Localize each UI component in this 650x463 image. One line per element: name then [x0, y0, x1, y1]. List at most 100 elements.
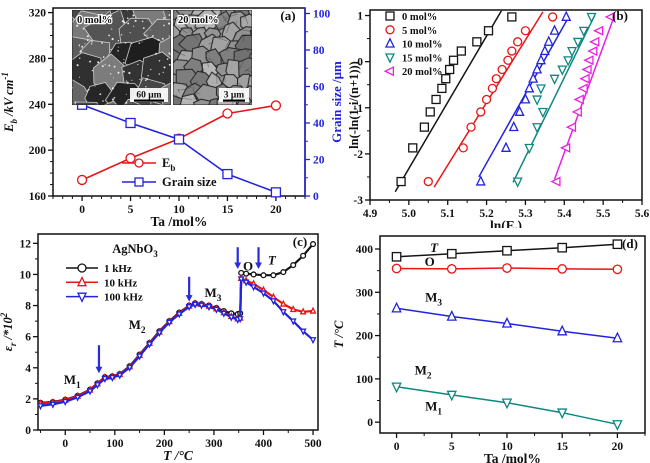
data-marker-square: [270, 187, 282, 198]
y-tick-label: 6: [25, 332, 31, 344]
scalebar-chip: [130, 88, 168, 102]
series-15-mol-: [512, 12, 597, 188]
y-tick-label: 100: [356, 374, 374, 386]
x-tick-label: 400: [255, 438, 273, 450]
data-marker-triangle-down: [146, 341, 153, 349]
data-marker-triangle-down: [535, 84, 547, 95]
y-axis-title: εr /*102: [0, 312, 18, 351]
series-m3: [391, 301, 623, 343]
data-marker-triangle-down: [446, 390, 458, 402]
data-marker-triangle-down: [175, 311, 183, 319]
data-marker-triangle-up: [539, 44, 550, 56]
series-10-mol-: [475, 10, 572, 186]
data-marker-circle: [222, 108, 233, 119]
data-marker-circle: [391, 263, 402, 274]
data-marker-circle: [476, 107, 486, 117]
x-axis-title: T /°C: [163, 448, 194, 463]
legend-item-label: 100 kHz: [104, 292, 143, 304]
data-marker-square: [396, 176, 406, 187]
data-marker-triangle-up: [446, 310, 458, 321]
panel-letter-label: (a): [280, 8, 295, 23]
data-marker-triangle-up: [556, 324, 568, 336]
scalebar-bar: [134, 99, 164, 102]
panel-c-svg: 0 100 200 300 400 500 0 2 4 6 8 10 12 T /°C εr /*102 M1…: [0, 233, 322, 463]
y-tick-label: 1: [357, 11, 363, 23]
data-marker-circle: [309, 241, 317, 248]
data-marker-triangle-left: [589, 36, 600, 47]
data-marker-triangle-down: [165, 319, 173, 327]
data-marker-triangle-left: [550, 176, 561, 187]
y-tick-label: 300: [356, 287, 374, 299]
data-marker-triangle-down: [260, 290, 267, 298]
sem-micrograph: [72, 10, 171, 105]
data-marker-circle: [270, 272, 277, 279]
data-marker-triangle-up: [514, 105, 525, 116]
data-marker-triangle-down: [76, 292, 88, 303]
data-marker-triangle-down: [237, 276, 245, 284]
data-marker-triangle-left: [581, 64, 592, 75]
axes-ticks: 0 100 200 300 400 500 0 2 4 6 8 10 12: [20, 238, 322, 450]
legend-item-label: 0 mol%: [402, 12, 437, 23]
data-marker-triangle-down: [108, 374, 116, 382]
data-marker-triangle-down: [384, 53, 396, 64]
data-marker-square: [483, 26, 494, 36]
data-marker-triangle-left: [565, 122, 577, 133]
x-tick-label: 15: [222, 204, 234, 216]
x-axis-title: ln(Ei): [490, 218, 522, 228]
phase-annotation: M1: [425, 399, 442, 418]
data-marker-triangle-up: [384, 37, 396, 48]
x-tick-label: 20: [270, 204, 282, 216]
data-marker-triangle-down: [242, 279, 250, 287]
arrow-head-icon: [185, 295, 193, 302]
scalebar-bar: [223, 99, 245, 102]
legend-title: AgNbO3: [112, 242, 158, 259]
data-marker-triangle-down: [205, 304, 213, 312]
x-axis-title: Ta /mol%: [484, 451, 541, 463]
y-tick-label: -3: [353, 195, 363, 207]
data-marker-square: [385, 11, 395, 21]
data-marker-triangle-down: [557, 65, 568, 76]
y-axis-title: ln(-ln(1-i/(n+1))): [348, 61, 361, 149]
phase-annotation: M2: [129, 317, 146, 336]
scalebar-label: 3 μm: [224, 91, 245, 101]
data-marker-triangle-down: [391, 382, 402, 394]
data-marker-triangle-down: [532, 95, 543, 106]
y-axis-title: T /°C: [332, 320, 346, 348]
x-tick-label: 200: [156, 438, 174, 450]
data-marker-circle: [491, 74, 501, 84]
data-marker-triangle-up: [299, 307, 307, 315]
phase-annotation: O: [425, 254, 435, 269]
data-marker-triangle-down: [537, 107, 548, 119]
series-o: [391, 263, 623, 275]
data-marker-circle: [77, 263, 87, 273]
y-tick-label: -2: [353, 149, 363, 161]
panel-letter-label: (d): [622, 236, 638, 251]
data-marker-triangle-down: [289, 318, 297, 326]
weibull-fit-line: [394, 10, 502, 193]
data-marker-triangle-down: [567, 46, 578, 58]
data-marker-triangle-down: [94, 382, 101, 390]
y-tick-label: 8: [25, 301, 31, 313]
data-marker-triangle-up: [535, 53, 547, 65]
legend-item-label: 10 kHz: [104, 277, 137, 289]
y-tick-label: 4: [25, 363, 31, 375]
legend-item-label: Grain size: [162, 175, 217, 189]
data-marker-circle: [446, 264, 457, 274]
data-marker-triangle-up: [528, 72, 539, 83]
x-tick-label: 0: [79, 204, 85, 216]
data-marker-square: [448, 55, 459, 65]
series-100-khz: [37, 276, 317, 411]
x-tick-label: 100: [106, 438, 124, 450]
data-marker-triangle-left: [577, 83, 588, 94]
scalebar-label: 60 μm: [136, 91, 161, 101]
y-tick-label: 200: [356, 331, 374, 343]
data-marker-triangle-down: [227, 314, 235, 322]
arrow-head-icon: [234, 262, 242, 269]
data-marker-triangle-down: [136, 353, 144, 361]
x-tick-label: 0: [62, 438, 68, 450]
data-marker-triangle-down: [101, 375, 109, 384]
y-tick-label: 0: [357, 57, 363, 69]
y-axis-title: Eb /kV cm-1: [0, 72, 19, 133]
x-tick-label: 5: [128, 204, 134, 216]
